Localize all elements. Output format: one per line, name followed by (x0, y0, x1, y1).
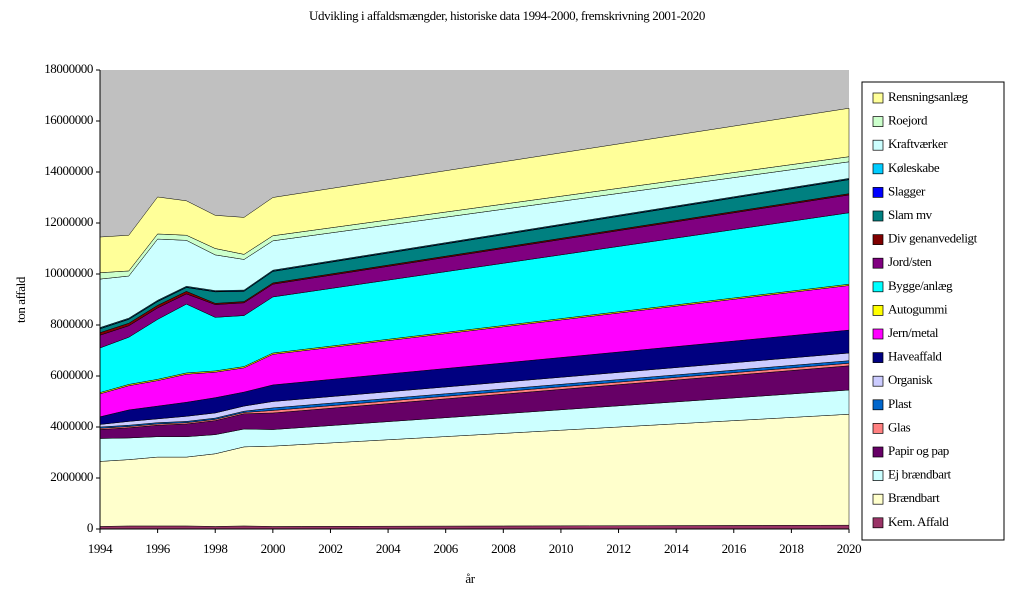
legend-swatch (872, 305, 884, 316)
legend-label: Jord/sten (888, 254, 932, 269)
legend-label: Roejord (888, 113, 928, 128)
y-tick-label: 2000000 (50, 469, 93, 484)
y-tick-label: 16000000 (44, 112, 93, 127)
legend-label: Slam mv (888, 207, 933, 222)
legend-label: Jern/metal (888, 325, 939, 340)
legend-swatch (872, 493, 884, 505)
y-tick-label: 6000000 (50, 367, 93, 382)
legend-label: Kraftværker (888, 136, 948, 151)
y-tick-label: 12000000 (44, 214, 93, 229)
legend-label: Plast (888, 396, 912, 411)
legend-box (861, 81, 1005, 541)
x-tick-label: 2008 (491, 541, 515, 556)
legend-label: Kem. Affald (888, 514, 949, 529)
x-tick-label: 1994 (88, 541, 113, 556)
legend-label: Bygge/anlæg (888, 278, 953, 293)
legend-swatch (872, 281, 884, 293)
legend-label: Autogummi (888, 301, 948, 316)
x-tick-label: 2000 (261, 541, 285, 556)
legend-label: Slagger (888, 183, 926, 198)
x-tick-label: 2018 (779, 541, 803, 556)
legend-swatch (872, 328, 884, 340)
legend-label: Brændbart (888, 490, 940, 505)
legend-swatch (872, 234, 884, 245)
x-tick-label: 1998 (203, 541, 227, 556)
y-tick-label: 4000000 (50, 418, 93, 433)
x-tick-label: 1996 (145, 541, 170, 556)
legend-swatch (872, 352, 884, 363)
legend-swatch (872, 470, 884, 481)
legend-swatch (872, 446, 884, 458)
legend-swatch (872, 210, 884, 222)
x-tick-label: 2012 (606, 541, 630, 556)
legend-swatch (872, 116, 884, 127)
chart-title: Udvikling i affaldsmængder, historiske d… (309, 8, 705, 23)
x-tick-label: 2006 (433, 541, 458, 556)
area (99, 107, 850, 273)
x-tick-label: 2010 (549, 541, 573, 556)
legend-label: Papir og pap (888, 443, 949, 458)
legend-label: Køleskabe (888, 160, 940, 175)
x-tick-label: 2020 (837, 541, 861, 556)
y-tick-label: 18000000 (44, 61, 93, 76)
legend-label: Haveaffald (888, 349, 942, 364)
legend-swatch (872, 163, 884, 175)
legend-swatch (872, 399, 884, 411)
y-axis-label: ton affald (13, 276, 28, 323)
legend-swatch (872, 187, 884, 198)
legend-label: Div genanvedeligt (888, 231, 978, 246)
x-tick-label: 2014 (664, 541, 689, 556)
legend-label: Rensningsanlæg (888, 89, 969, 104)
x-tick-label: 2016 (722, 541, 747, 556)
legend-label: Organisk (888, 372, 933, 387)
y-tick-label: 14000000 (44, 163, 93, 178)
y-tick-label: 8000000 (50, 316, 93, 331)
legend-swatch (872, 92, 884, 104)
legend-swatch (872, 257, 884, 269)
x-tick-label: 2004 (376, 541, 401, 556)
legend-label: Glas (888, 419, 911, 434)
legend-swatch (872, 375, 884, 387)
legend-swatch (872, 517, 884, 529)
x-tick-label: 2002 (318, 541, 342, 556)
y-tick-label: 0 (87, 520, 93, 535)
legend-label: Ej brændbart (888, 467, 952, 482)
y-tick-label: 10000000 (44, 265, 93, 280)
legend-swatch (872, 139, 884, 151)
x-axis-label: år (465, 571, 475, 586)
legend-swatch (872, 423, 884, 434)
